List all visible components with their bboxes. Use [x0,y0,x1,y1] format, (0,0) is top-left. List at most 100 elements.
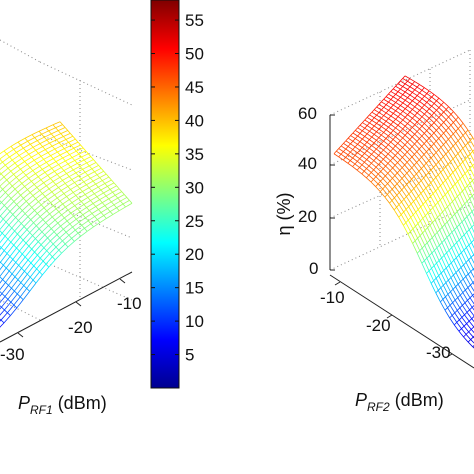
right-mesh-line [392,145,396,149]
right-mesh-line [431,132,435,136]
left-mesh-line [83,159,88,164]
right-mesh-line [369,136,373,140]
right-mesh-line [435,202,439,206]
right-mesh-line [463,234,470,246]
right-mesh-line [404,151,408,155]
right-mesh-line [371,111,377,116]
left-mesh-line [74,156,82,161]
left-mesh-line [29,232,33,236]
right-mesh-line [436,97,440,102]
right-mesh-line [426,111,432,116]
left-mesh-line [47,194,55,200]
right-mesh-line [390,104,394,108]
right-mesh-line [399,78,403,82]
left-x-tick-mark [119,278,126,284]
left-mesh-line [78,198,82,202]
left-mesh-line [102,198,109,203]
left-mesh-line [29,192,34,196]
right-mesh-line [430,193,434,197]
right-mesh-line [404,97,408,101]
right-mesh-line [407,132,413,138]
right-mesh-line [437,217,443,228]
right-mesh-line [428,108,435,114]
right-mesh-line [433,280,439,291]
right-mesh-line [462,158,466,163]
right-mesh-line [421,154,425,158]
right-mesh-line [438,124,442,128]
right-mesh-line [347,137,354,142]
right-mesh-line [398,201,402,205]
right-mesh-line [384,196,390,204]
right-mesh-line [404,105,408,109]
right-mesh-line [433,164,437,168]
right-mesh-line [428,157,432,161]
right-mesh-line [376,120,380,124]
left-mesh-line [24,181,32,187]
right-mesh-line [412,211,417,216]
right-mesh-line [450,260,455,264]
right-mesh-line [378,120,384,125]
left-mesh-line [16,204,20,208]
right-mesh-line [454,211,458,215]
right-mesh-line [404,117,411,122]
left-mesh-line [45,256,53,265]
right-mesh-line [471,318,474,323]
right-mesh-line [433,130,437,134]
right-mesh-line [447,191,453,202]
right-mesh-line [381,134,387,139]
left-mesh-line [35,238,39,242]
left-mesh-line [81,156,85,161]
left-mesh-line [21,153,30,159]
left-mesh-line [52,243,57,248]
right-mesh-line [370,172,377,177]
right-mesh-line [445,106,449,110]
right-mesh-line [340,151,344,155]
right-mesh-line [364,117,368,121]
colorbar-tick-label: 55 [185,11,204,30]
left-mesh-line [0,161,3,165]
right-mesh-line [464,188,471,199]
left-mesh-line [121,191,125,195]
left-mesh-line [29,268,37,278]
right-mesh-line [415,225,421,236]
right-mesh-line [452,299,456,303]
left-mesh-line [7,162,16,169]
left-mesh-line [103,170,107,175]
left-mesh-line [108,194,116,200]
right-mesh-line [431,115,437,121]
left-mesh-line [19,207,23,211]
right-mesh-line [419,98,423,102]
left-mesh-line [40,175,48,181]
right-mesh-line [397,116,404,121]
right-mesh-line [378,128,384,133]
left-mesh-line [85,150,89,155]
right-mesh-line [343,159,349,164]
right-mesh-line [392,155,396,159]
right-mesh-line [382,165,386,169]
right-mesh-line [390,115,396,120]
right-mesh-line [371,120,377,124]
left-box-gridline [39,134,133,171]
left-mesh-line [39,139,48,144]
right-mesh-line [437,199,441,203]
right-mesh-line [395,107,399,112]
right-mesh-line [359,141,365,146]
right-mesh-line [414,103,418,108]
left-mesh-line [28,153,32,158]
right-mesh-line [410,231,416,241]
left-mesh-line [83,181,87,186]
left-mesh-line [71,198,79,203]
left-mesh-line [33,160,38,164]
left-mesh-line [0,279,3,284]
right-mesh-line [390,124,396,129]
right-mesh-line [442,285,449,295]
left-mesh-line [55,184,59,188]
left-mesh-line [0,276,3,280]
left-mesh-line [1,195,9,203]
right-mesh-line [404,164,410,171]
left-mesh-line [95,202,103,207]
right-mesh-line [340,153,346,158]
right-mesh-line [414,240,421,251]
right-mesh-line [451,312,456,316]
right-box-gridline [329,204,471,271]
